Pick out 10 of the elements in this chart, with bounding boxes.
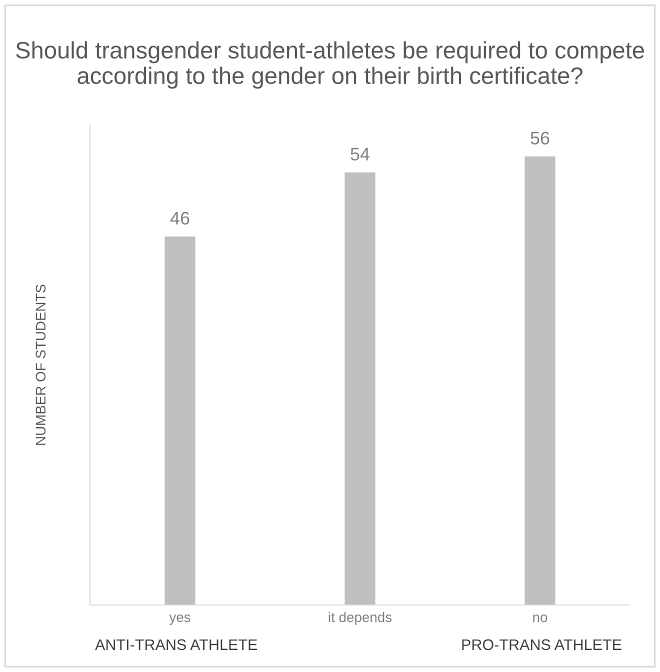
x-tick-label: no (533, 614, 548, 622)
y-axis-title: NUMBER OF STUDENTS (36, 284, 46, 445)
chart-title: Should transgender student-athletes be required to compete according to the gender on their birth certificate? (16, 41, 644, 89)
x-tick-label: it depends (328, 612, 392, 625)
x-tick-label: yes (169, 614, 190, 625)
data-label: 56 (530, 132, 550, 144)
data-label: 54 (350, 148, 370, 161)
text: PRO-TRANS ATHLETE (462, 639, 622, 650)
data-label: 46 (170, 212, 190, 225)
text: ANTI-TRANS ATHLETE (95, 639, 258, 650)
